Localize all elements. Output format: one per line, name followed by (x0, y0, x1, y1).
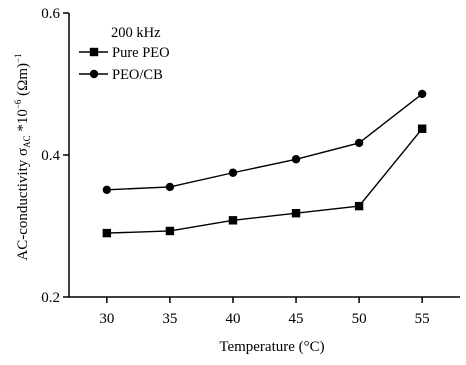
data-point (354, 201, 364, 211)
data-point (165, 226, 175, 236)
data-point (228, 168, 238, 177)
legend-item: Pure PEO (79, 45, 170, 61)
data-point (354, 138, 364, 148)
series-layer (102, 89, 427, 238)
x-tick-label: 55 (415, 311, 430, 327)
data-point (102, 228, 112, 238)
x-tick-label: 30 (99, 311, 114, 327)
data-point (417, 124, 427, 133)
legend: 200 kHz Pure PEO PEO/CB (79, 25, 170, 83)
legend-title: 200 kHz (111, 25, 161, 41)
data-point (417, 89, 427, 99)
y-axis-title-unit-exp: −1 (13, 53, 23, 63)
y-tick-label: 0.6 (41, 6, 60, 22)
data-point (291, 209, 301, 218)
y-axis-title-rest: *10 (15, 109, 31, 135)
y-tick-label: 0.4 (41, 148, 60, 164)
data-point (228, 216, 238, 225)
y-axis-title-exp: −6 (13, 99, 23, 109)
legend-label: Pure PEO (112, 45, 170, 61)
series-line (106, 93, 423, 191)
legend-item: PEO/CB (79, 67, 163, 83)
y-tick-label: 0.2 (41, 290, 60, 306)
series-line (106, 128, 423, 234)
x-tick-label: 50 (352, 311, 367, 327)
ticks: 0.2 0.4 0.6 30 35 40 45 50 55 (41, 6, 429, 327)
legend-marker (89, 69, 99, 79)
y-axis-title: AC-conductivity σAC *10−6 (Ωm)−1 (13, 53, 32, 260)
x-tick-label: 45 (289, 311, 304, 327)
x-tick-label: 40 (225, 311, 240, 327)
x-axis-title: Temperature (°C) (219, 339, 324, 355)
y-axis-title-sub: AC (22, 135, 32, 148)
y-axis-title-main: AC-conductivity σ (15, 148, 31, 261)
legend-label: PEO/CB (112, 67, 163, 83)
legend-marker (89, 47, 99, 57)
data-point (291, 155, 301, 164)
series-pure-peo (102, 124, 427, 238)
data-point (165, 182, 175, 192)
series-peo-cb (102, 89, 427, 194)
y-axis-title-unit: (Ωm) (15, 63, 31, 100)
data-point (102, 185, 112, 194)
x-tick-label: 35 (162, 311, 177, 327)
